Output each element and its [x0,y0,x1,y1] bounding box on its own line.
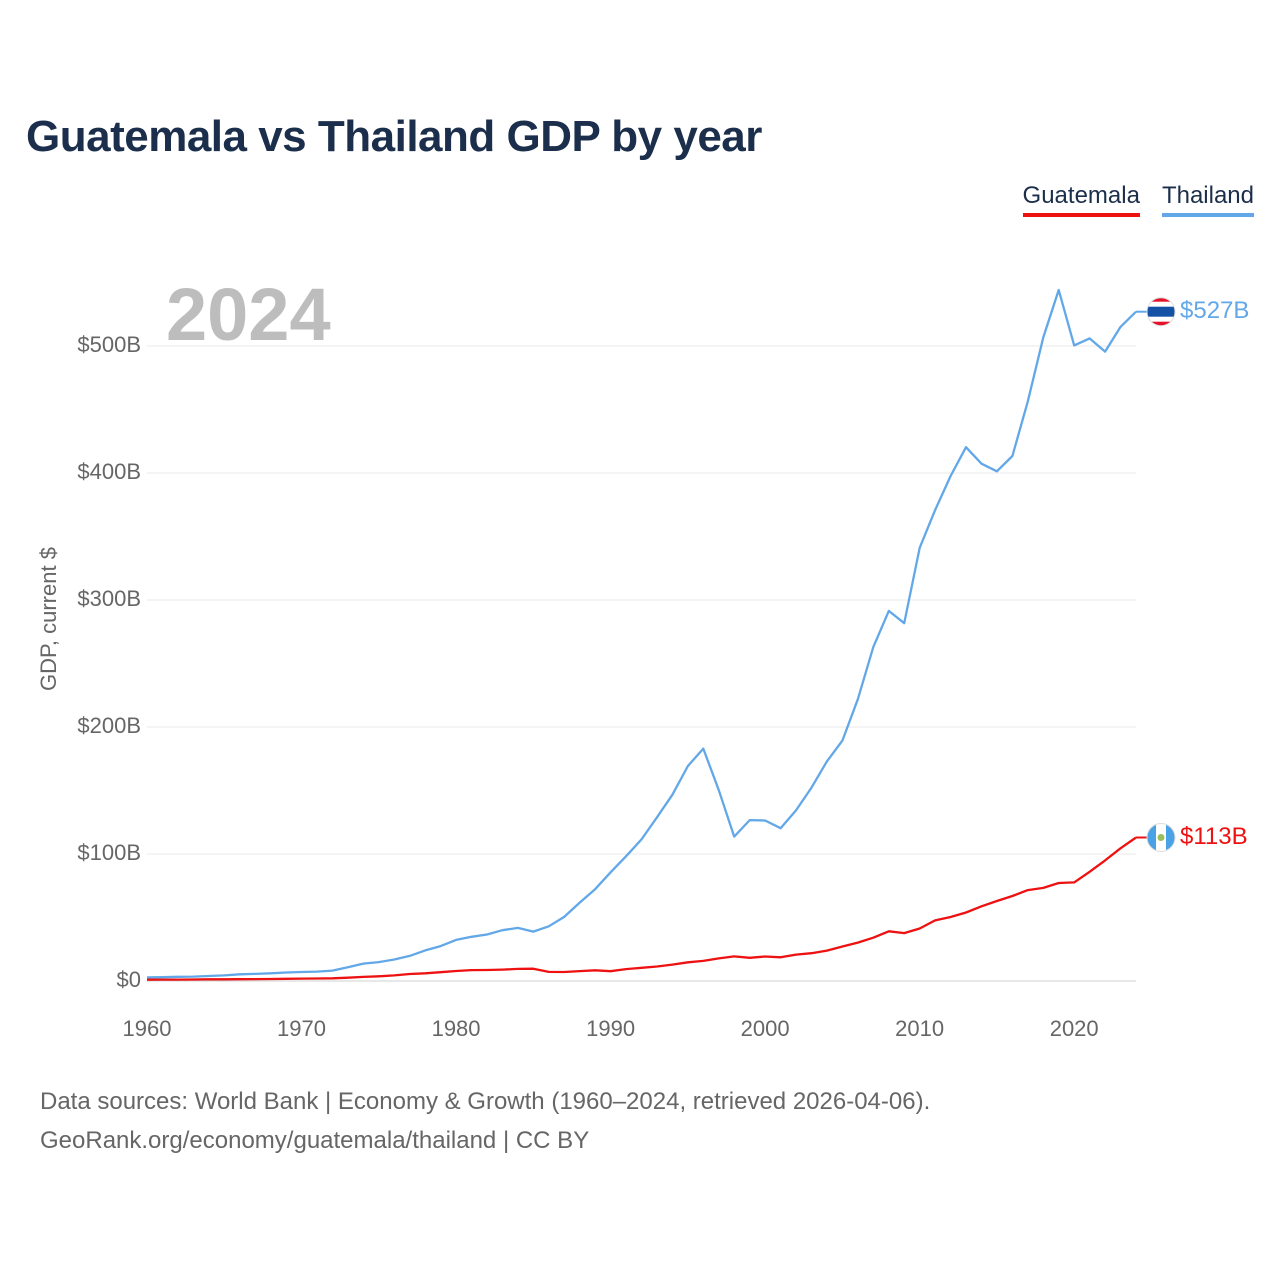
legend: Guatemala Thailand [1022,182,1254,217]
series-line-thailand[interactable] [146,288,1137,979]
series-line-guatemala[interactable] [146,836,1137,981]
x-tick-label: 1980 [432,1016,481,1041]
x-tick-label: 2000 [741,1016,790,1041]
series-end-markers: $113B $527B [1136,297,1249,852]
source-note: Data sources: World Bank | Economy & Gro… [40,1082,930,1160]
y-axis-ticks: $0 $100B $200B $300B $400B $500B [77,332,141,992]
y-tick-label: $500B [77,332,141,357]
y-axis-title: GDP, current $ [36,547,61,691]
source-line-1: Data sources: World Bank | Economy & Gro… [40,1088,931,1115]
x-axis-ticks: 1960 1970 1980 1990 2000 2010 2020 [123,1016,1099,1041]
x-tick-label: 1970 [277,1016,326,1041]
x-tick-label: 2010 [895,1016,944,1041]
chart-title: Guatemala vs Thailand GDP by year [26,112,762,161]
legend-item-thailand[interactable]: Thailand [1161,182,1254,217]
y-tick-label: $300B [77,586,141,611]
source-line-2[interactable]: GeoRank.org/economy/guatemala/thailand |… [40,1127,590,1154]
legend-item-guatemala[interactable]: Guatemala [1022,182,1140,217]
y-tick-label: $200B [77,713,141,738]
x-tick-label: 1990 [586,1016,635,1041]
y-tick-label: $400B [77,459,141,484]
current-year-label: 2024 [166,273,331,356]
series-lines [146,288,1137,981]
x-tick-label: 1960 [123,1016,172,1041]
y-tick-label: $0 [117,967,141,992]
thailand-flag-icon [1146,297,1176,327]
x-tick-label: 2020 [1050,1016,1099,1041]
guatemala-flag-icon [1146,823,1176,852]
gridlines [147,345,1136,982]
end-value-label-guatemala: $113B [1180,823,1248,850]
end-value-label-thailand: $527B [1180,297,1249,324]
y-tick-label: $100B [77,840,141,865]
